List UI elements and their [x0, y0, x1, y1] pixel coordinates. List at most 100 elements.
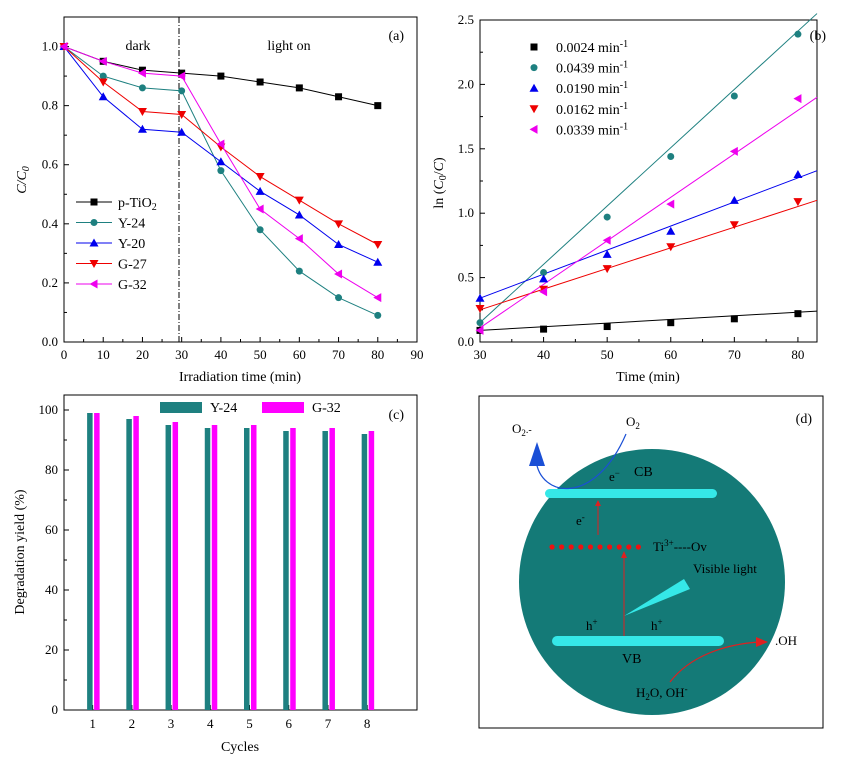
superoxide-o: O	[512, 421, 521, 436]
superoxide-sub: 2	[521, 428, 526, 438]
panel-b-y-label-c0: C	[432, 180, 447, 190]
panel-b-point	[602, 235, 611, 245]
panel-d-frame	[478, 395, 824, 729]
panel-b-y-label-sub: 0	[438, 175, 449, 180]
panel-b-point	[540, 268, 548, 276]
panel-a-y-label-sub: 0	[21, 166, 32, 171]
panel-b-x-tick-label: 60	[664, 347, 677, 362]
panel-b-y-tick-label: 2.5	[458, 12, 474, 27]
panel-b-point	[793, 170, 803, 179]
panel-c-bar	[94, 413, 100, 710]
panel-b-legend-label: 0.0190 min-1	[556, 80, 628, 97]
panel-b-x-label: Time (min)	[616, 370, 680, 385]
panel-a-point	[177, 111, 187, 119]
panel-a-point	[373, 293, 382, 303]
ti-ov-label: Ti3+----Ov	[653, 538, 707, 554]
panel-c-y-tick-label: 100	[39, 402, 59, 417]
panel-c-bar	[126, 419, 132, 710]
panel-c-legend-label: Y-24	[210, 401, 237, 416]
cb-label: CB	[634, 465, 653, 480]
panel-b-fit-line-0	[479, 310, 818, 331]
panel-a-y-label-main: C/C	[15, 171, 30, 194]
panel-a-point	[178, 87, 186, 95]
panel-a-legend-label: G-27	[118, 258, 147, 273]
panel-c-bar	[244, 428, 250, 710]
panel-a-y-label: C/C0	[15, 166, 32, 194]
catalyst-sphere	[519, 449, 785, 715]
panel-b-y-label-slash: /	[432, 171, 447, 175]
panel-b-fit-lines	[479, 13, 818, 331]
ti-label: Ti	[653, 539, 664, 554]
superoxide-sup: .-	[526, 425, 532, 436]
panel-c-bar	[283, 431, 289, 710]
panel-a-point	[99, 72, 107, 80]
panel-b-label: (b)	[810, 29, 827, 44]
panel-a-legend-marker	[90, 219, 98, 226]
defect-states	[549, 544, 642, 550]
water-label: H2O, OH-	[636, 684, 688, 702]
hydroxyl-arrow	[669, 641, 761, 683]
panel-d-label: (d)	[796, 412, 813, 427]
panel-a-region-dark: dark	[126, 39, 151, 54]
panel-b-fit-line-2	[479, 170, 818, 299]
panel-a-y-tick-label: 0.4	[42, 216, 59, 231]
vb-label: VB	[622, 652, 641, 667]
water-rest: O, OH	[650, 685, 685, 700]
panel-a-x-tick-label: 90	[411, 347, 424, 362]
panel-c-x-tick-label: 1	[89, 716, 96, 731]
trap-state-dot	[607, 544, 613, 550]
electron-mid-label: e-	[576, 512, 585, 528]
panel-a-point	[98, 78, 108, 87]
panel-a-y-tick-label: 1.0	[42, 39, 58, 54]
panel-a-legend-label: G-32	[118, 278, 147, 293]
panel-a-axis-ticks: 0 10 20 30 40 50 60 70 80 90 0.0 0.2 0.4 0.6 0.8 1.0	[42, 16, 424, 362]
panel-a-legend-label: Y-20	[118, 237, 145, 252]
ti-sup: 3+	[664, 538, 674, 548]
panel-c-x-tick-label: 7	[325, 716, 332, 731]
panel-c-legend-swatch	[262, 402, 304, 413]
panel-b-point	[539, 287, 548, 297]
panel-a-legend-marker	[90, 198, 98, 206]
panel-b-point	[603, 213, 611, 221]
panel-a-point	[177, 71, 186, 81]
panel-a-point	[295, 267, 303, 275]
ov-label: ----Ov	[674, 539, 708, 554]
excitation-arrow-head	[621, 551, 627, 558]
panel-b-y-label-c: C	[432, 161, 447, 171]
hydroxyl-arrow-head	[756, 637, 768, 647]
panel-c-x-tick-label: 4	[207, 716, 214, 731]
panel-a-label: (a)	[388, 29, 404, 44]
panel-a-point	[374, 311, 382, 319]
panel-b-point	[475, 293, 485, 302]
trap-to-cb-arrow-head	[595, 500, 601, 506]
electron-top-sup: −	[615, 468, 620, 478]
panel-a-point	[138, 66, 146, 74]
panel-c-x-tick-label: 8	[364, 716, 371, 731]
panel-c-bar	[322, 431, 328, 710]
trap-state-dot	[587, 544, 594, 550]
panel-a-point	[137, 68, 146, 78]
panel-c-legend: Y-24 G-32	[160, 401, 341, 416]
panel-b-point	[602, 249, 612, 258]
trap-state-dot	[597, 544, 603, 550]
panel-c-label: (c)	[388, 408, 404, 423]
panel-a-point	[137, 124, 147, 133]
panel-c-bar	[251, 425, 257, 710]
trap-state-dot	[616, 544, 622, 550]
panel-a-point	[216, 157, 226, 166]
panel-b-point	[666, 199, 675, 209]
panel-b-legend-label: 0.0339 min-1	[556, 121, 628, 138]
panel-a-point	[59, 42, 68, 52]
panel-b-point	[476, 319, 484, 327]
hole-right-h: h	[651, 618, 658, 633]
panel-c-y-tick-label: 60	[45, 522, 58, 537]
panel-a-legend: p-TiO2 Y-24 Y-20 G-27 G-32	[76, 196, 157, 293]
electron-mid-sup: -	[582, 512, 585, 522]
trap-state-dot	[568, 544, 574, 550]
trap-state-dot	[635, 544, 642, 550]
panel-c-x-tick-label: 3	[168, 716, 175, 731]
panel-a-point	[334, 220, 344, 229]
panel-c-x-tick-label: 2	[129, 716, 136, 731]
panel-d-band-diagram: (d) CB VB Ti3+----Ov Visible light e- e−…	[478, 395, 824, 729]
